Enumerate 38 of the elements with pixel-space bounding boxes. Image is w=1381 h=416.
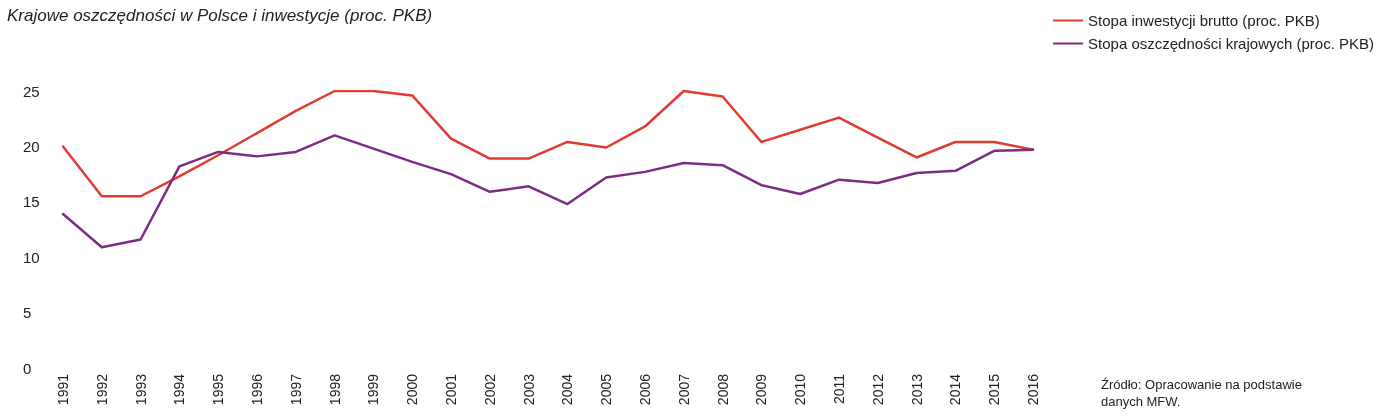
- x-tick-label: 1991: [55, 373, 71, 406]
- x-tick-label: 1999: [365, 373, 382, 406]
- x-tick-label: 2000: [404, 373, 421, 406]
- x-tick-label: 2012: [869, 373, 886, 406]
- x-tick-label: 2009: [753, 373, 770, 406]
- y-tick-label: 25: [23, 82, 40, 100]
- legend-label: Stopa oszczędności krajowych (proc. PKB): [1088, 35, 1374, 52]
- x-tick-label: 1996: [249, 373, 265, 406]
- x-tick-label: 1998: [326, 373, 343, 406]
- y-tick-label: 5: [23, 304, 32, 322]
- x-tick-label: 1992: [93, 373, 110, 406]
- y-tick-label: 15: [23, 193, 40, 211]
- x-tick-label: 2004: [559, 373, 576, 406]
- x-tick-label: 2013: [908, 373, 925, 406]
- x-tick-label: 2006: [637, 373, 653, 406]
- y-tick-label: 20: [23, 137, 40, 155]
- x-tick-label: 2011: [831, 373, 847, 405]
- x-tick-label: 1995: [210, 373, 227, 406]
- x-tick-label: 1997: [287, 373, 304, 406]
- x-tick-label: 2002: [481, 373, 498, 406]
- line-series: [61, 89, 1035, 198]
- x-tick-label: 2008: [714, 373, 731, 406]
- line-series: [61, 134, 1035, 249]
- y-tick-label: 10: [23, 248, 40, 266]
- x-tick-label: 2010: [792, 373, 809, 406]
- legend-label: Stopa inwestycji brutto (proc. PKB): [1088, 12, 1320, 29]
- x-tick-label: 2007: [675, 373, 692, 406]
- x-tick-label: 1993: [132, 373, 149, 406]
- text: Źródło: Opracowanie na podstawie danych MFW.: [1101, 377, 1306, 409]
- chart-title: Krajowe oszczędności w Polsce i inwestycje (proc. PKB): [7, 6, 433, 25]
- x-tick-label: 2014: [947, 373, 964, 406]
- x-tick-label: 2015: [986, 373, 1003, 406]
- x-tick-label: 1994: [171, 373, 188, 406]
- x-tick-label: 2003: [520, 373, 537, 406]
- y-tick-label: 0: [23, 359, 32, 377]
- x-tick-label: 2016: [1025, 373, 1041, 406]
- x-tick-label: 2001: [443, 373, 459, 406]
- x-tick-label: 2005: [598, 373, 615, 406]
